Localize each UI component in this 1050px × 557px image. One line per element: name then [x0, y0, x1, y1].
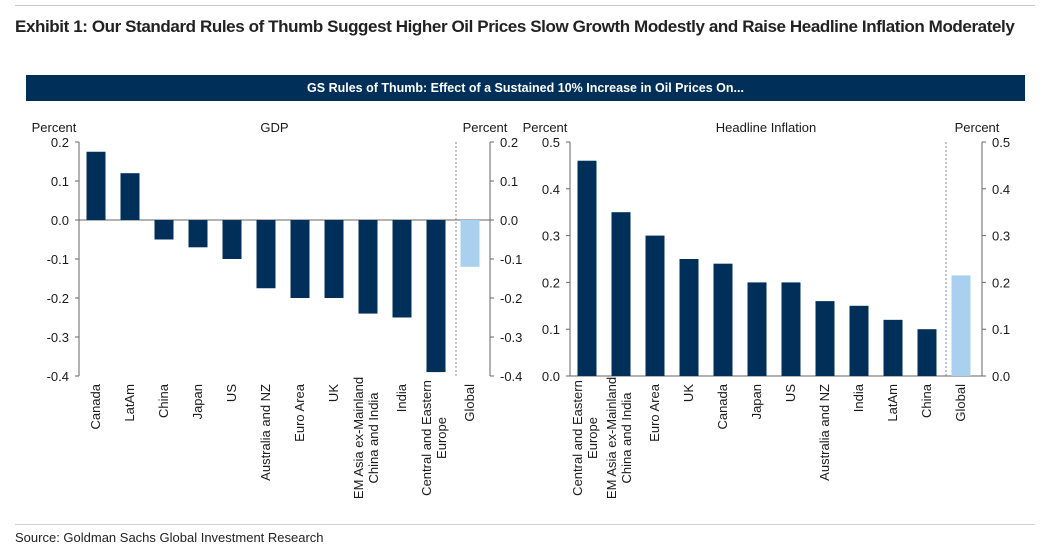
- category-label: LatAm: [122, 384, 137, 422]
- bar-india: [392, 220, 412, 318]
- bar-australia-and-nz: [815, 301, 835, 376]
- right-tick-label: -0.4: [500, 369, 522, 384]
- bar-us: [222, 220, 242, 259]
- right-tick-label: -0.3: [500, 330, 522, 345]
- bar-euro-area: [290, 220, 310, 298]
- chart-gdp: 0.2 0.2 0.1 0.1 0.0 0.0 -0.1 -0.1 -0.2 -0.2 -0.3 -0…: [32, 120, 523, 499]
- left-tick-label: -0.2: [47, 291, 69, 306]
- bar-australia-and-nz: [256, 220, 276, 289]
- bar-latam: [883, 319, 903, 376]
- bar-japan: [747, 282, 767, 376]
- bar-uk: [679, 259, 699, 376]
- bar-global: [951, 275, 971, 376]
- right-tick-label: 0.4: [992, 182, 1010, 197]
- bar-china: [917, 329, 937, 376]
- bar-uk: [324, 220, 344, 298]
- right-axis-unit: Percent: [463, 120, 508, 135]
- left-axis-unit: Percent: [523, 120, 568, 135]
- right-axis-unit: Percent: [955, 120, 1000, 135]
- left-tick-label: 0.1: [542, 322, 560, 337]
- chart-banner: GS Rules of Thumb: Effect of a Sustained…: [26, 75, 1025, 101]
- left-tick-label: 0.1: [51, 174, 69, 189]
- category-label: US: [783, 384, 798, 402]
- bar-central-and-eastern-europe: [577, 160, 597, 376]
- bar-japan: [188, 220, 208, 248]
- category-label: Canada: [715, 383, 730, 429]
- category-label-line: China and India: [619, 392, 634, 484]
- category-label: EM Asia ex-MainlandChina and India: [351, 377, 381, 499]
- category-label: Japan: [749, 384, 764, 419]
- left-tick-label: 0.5: [542, 135, 560, 150]
- category-label: EM Asia ex-MainlandChina and India: [604, 377, 634, 499]
- left-tick-label: -0.4: [47, 369, 69, 384]
- bar-canada: [86, 151, 106, 220]
- bar-us: [781, 282, 801, 376]
- bar-china: [154, 220, 174, 240]
- category-label: Euro Area: [292, 383, 307, 442]
- bar-central-and-eastern-europe: [426, 220, 446, 373]
- category-label: Global: [953, 384, 968, 422]
- bar-euro-area: [645, 235, 665, 376]
- category-label-line: EM Asia ex-Mainland: [351, 377, 366, 499]
- left-tick-label: 0.4: [542, 182, 560, 197]
- category-label: Euro Area: [647, 383, 662, 442]
- category-label-line: Europe: [585, 417, 600, 459]
- top-divider: [15, 5, 1035, 6]
- category-label: Australia and NZ: [258, 384, 273, 481]
- category-label: Canada: [88, 383, 103, 429]
- bar-canada: [713, 263, 733, 376]
- left-tick-label: 0.2: [542, 275, 560, 290]
- right-tick-label: 0.5: [992, 135, 1010, 150]
- left-axis-unit: Percent: [32, 120, 77, 135]
- bar-em-asia-ex-mainland-china-and-india: [611, 212, 631, 376]
- left-tick-label: -0.1: [47, 252, 69, 267]
- right-tick-label: 0.0: [500, 213, 518, 228]
- category-label: Central and EasternEurope: [419, 380, 449, 496]
- category-label: Japan: [190, 384, 205, 419]
- right-tick-label: -0.1: [500, 252, 522, 267]
- category-label: India: [851, 383, 866, 412]
- right-tick-label: 0.2: [500, 135, 518, 150]
- right-tick-label: 0.1: [992, 322, 1010, 337]
- left-tick-label: 0.3: [542, 229, 560, 244]
- category-label-line: EM Asia ex-Mainland: [604, 377, 619, 499]
- bar-india: [849, 305, 869, 376]
- category-label: UK: [681, 384, 696, 402]
- category-label: UK: [326, 384, 341, 402]
- left-tick-label: 0.2: [51, 135, 69, 150]
- category-label: Central and EasternEurope: [570, 380, 600, 496]
- category-label: Australia and NZ: [817, 384, 832, 481]
- category-label-line: Central and Eastern: [419, 380, 434, 496]
- category-label-line: Central and Eastern: [570, 380, 585, 496]
- bar-global: [460, 220, 480, 267]
- chart-inflation: 0.5 0.5 0.4 0.4 0.3 0.3 0.2 0.2 0.1 0.1 0.0 0.0 Perc…: [523, 120, 1010, 499]
- category-label: China: [919, 383, 934, 418]
- right-tick-label: 0.2: [992, 275, 1010, 290]
- bar-latam: [120, 173, 140, 220]
- source-note: Source: Goldman Sachs Global Investment …: [15, 530, 324, 545]
- category-label: LatAm: [885, 384, 900, 422]
- category-label: US: [224, 384, 239, 402]
- category-label: China: [156, 383, 171, 418]
- right-tick-label: 0.0: [992, 369, 1010, 384]
- category-label-line: Europe: [434, 417, 449, 459]
- bottom-divider: [15, 524, 1035, 525]
- bar-em-asia-ex-mainland-china-and-india: [358, 220, 378, 314]
- right-tick-label: 0.1: [500, 174, 518, 189]
- panel-title: GDP: [260, 120, 288, 135]
- exhibit-title: Exhibit 1: Our Standard Rules of Thumb S…: [15, 17, 1015, 36]
- left-tick-label: 0.0: [542, 369, 560, 384]
- category-label: Global: [462, 384, 477, 422]
- right-tick-label: 0.3: [992, 229, 1010, 244]
- category-label-line: China and India: [366, 392, 381, 484]
- left-tick-label: -0.3: [47, 330, 69, 345]
- right-tick-label: -0.2: [500, 291, 522, 306]
- category-label: India: [394, 383, 409, 412]
- panel-title: Headline Inflation: [716, 120, 816, 135]
- left-tick-label: 0.0: [51, 213, 69, 228]
